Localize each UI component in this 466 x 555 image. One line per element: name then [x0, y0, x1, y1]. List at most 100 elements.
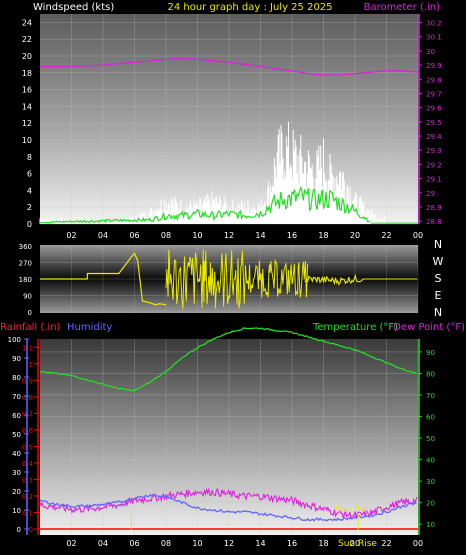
barometer-tick-label: 30: [426, 48, 435, 56]
temp-tick-label: 30: [426, 478, 435, 486]
wind-y-tick-label: 12: [22, 119, 32, 128]
wind-panel-grid: [40, 14, 419, 225]
temp-x-tick-label: 18: [318, 539, 328, 548]
humidity-tick-label: 30: [12, 469, 21, 477]
humidity-tick-label: 90: [12, 355, 21, 363]
barometer-tick-label: 29.7: [426, 90, 442, 98]
barometer-tick-label: 29.1: [426, 176, 442, 184]
temp-x-tick-label: 14: [255, 539, 265, 548]
wind-y-tick-label: 0: [27, 220, 32, 229]
humidity-tick-label: 100: [8, 336, 21, 344]
direction-series-early: [40, 252, 167, 306]
wind-x-tick-label: 20: [350, 231, 360, 240]
compass-letter-n: N: [434, 306, 442, 319]
wind-y-tick-label: 16: [22, 86, 32, 95]
wind-y-tick-label: 10: [22, 136, 32, 145]
humidity-tick-label: 70: [12, 393, 21, 401]
wind-x-tick-label: 12: [224, 231, 234, 240]
temp-tick-label: 20: [426, 500, 435, 508]
barometer-tick-label: 28.8: [426, 218, 442, 226]
temperature-series: [40, 327, 417, 392]
wind-y-tick-label: 22: [22, 35, 32, 44]
direction-y-tick-label: 360: [19, 243, 32, 251]
barometer-series: [40, 57, 419, 76]
wind-panel-series: [39, 57, 419, 224]
rainfall-title: Rainfall (.in): [0, 322, 61, 333]
barometer-tick-label: 29.6: [426, 105, 442, 113]
barometer-tick-label: 29: [426, 190, 435, 198]
wind-x-tick-label: 10: [192, 231, 202, 240]
barometer-tick-label: 30.2: [426, 20, 442, 28]
temperature-panel-series: [39, 327, 418, 530]
compass-letter-n: N: [434, 238, 442, 251]
humidity-tick-label: 60: [12, 412, 21, 420]
barometer-tick-label: 30.1: [426, 34, 442, 42]
temp-x-tick-label: 04: [98, 539, 108, 548]
wind-x-tick-label: 02: [66, 231, 76, 240]
wind-y-tick-label: 8: [27, 153, 32, 162]
humidity-tick-label: 10: [12, 507, 21, 515]
wind-x-tick-label: 08: [161, 231, 171, 240]
barometer-tick-label: 29.9: [426, 62, 442, 70]
wind-x-tick-label: 14: [255, 231, 265, 240]
wind-panel: 02 04 06 08 10 12 14 16 18 20 22 000246810121416182…: [22, 14, 442, 240]
humidity-tick-label: 20: [12, 488, 21, 496]
temp-x-tick-label: 20: [350, 539, 360, 548]
barometer-tick-label: 29.3: [426, 147, 442, 155]
dewpoint-title: Dew Point (°F): [393, 322, 465, 333]
humidity-tick-label: 80: [12, 374, 21, 382]
windspeed-title: Windspeed (kts): [33, 2, 114, 13]
wind-x-tick-label: 04: [98, 231, 108, 240]
sun-set-label: Sun Set: [335, 505, 370, 515]
temp-x-tick-label: 08: [161, 539, 171, 548]
direction-y-tick-label: 90: [23, 293, 32, 301]
rain-tick-label: 0: [29, 526, 33, 534]
temp-x-tick-label: 00: [413, 539, 423, 548]
temperature-title: Temperature (°F): [312, 322, 398, 333]
avg-wind-series: [39, 185, 371, 224]
wind-y-tick-label: 2: [27, 203, 32, 212]
wind-y-tick-label: 4: [27, 186, 32, 195]
wind-x-tick-label: 22: [381, 231, 391, 240]
barometer-tick-label: 29.8: [426, 76, 442, 84]
temp-x-tick-label: 16: [287, 539, 297, 548]
temp-x-tick-label: 02: [66, 539, 76, 548]
temperature-panel: 02 04 06 08 10 12 14 16 18 20 22 001020304050607080…: [8, 327, 435, 549]
dewpoint-series: [39, 487, 418, 521]
temp-x-tick-label: 22: [381, 539, 391, 548]
barometer-tick-label: 28.9: [426, 204, 442, 212]
wind-y-tick-label: 6: [27, 170, 32, 179]
wind-x-tick-label: 18: [318, 231, 328, 240]
temperature-panel-axes: 02 04 06 08 10 12 14 16 18 20 22 001020304050607080…: [8, 336, 435, 548]
wind-x-tick-label: 16: [287, 231, 297, 240]
barometer-tick-label: 29.4: [426, 133, 442, 141]
humidity-tick-label: 40: [12, 450, 21, 458]
humidity-series: [39, 493, 417, 522]
humidity-title: Humidity: [67, 322, 112, 333]
wind-y-tick-label: 24: [22, 18, 32, 27]
temp-tick-label: 90: [426, 349, 435, 357]
temp-tick-label: 60: [426, 414, 435, 422]
barometer-title: Barometer (.in): [364, 2, 440, 13]
graph-day-title: 24 hour graph day : July 25 2025: [167, 2, 332, 13]
sun-rise-label: Sun Rise: [338, 539, 377, 549]
wind-panel-axes: 02 04 06 08 10 12 14 16 18 20 22 000246810121416182…: [22, 14, 442, 240]
direction-panel-series: [40, 249, 418, 309]
temp-x-tick-label: 10: [192, 539, 202, 548]
rain-tick-label: 1: [29, 361, 33, 369]
wind-y-tick-label: 14: [22, 102, 32, 111]
direction-series-late: [304, 273, 418, 286]
wind-x-tick-label: 06: [129, 231, 139, 240]
temp-x-tick-label: 12: [224, 539, 234, 548]
barometer-tick-label: 29.2: [426, 161, 442, 169]
barometer-tick-label: 29.5: [426, 119, 442, 127]
direction-series-variable: [165, 249, 309, 309]
direction-y-tick-label: 270: [19, 260, 32, 268]
wind-x-tick-label: 00: [413, 231, 423, 240]
direction-y-tick-label: 180: [19, 276, 32, 284]
humidity-tick-label: 0: [17, 526, 21, 534]
compass-letter-w: W: [433, 255, 444, 268]
